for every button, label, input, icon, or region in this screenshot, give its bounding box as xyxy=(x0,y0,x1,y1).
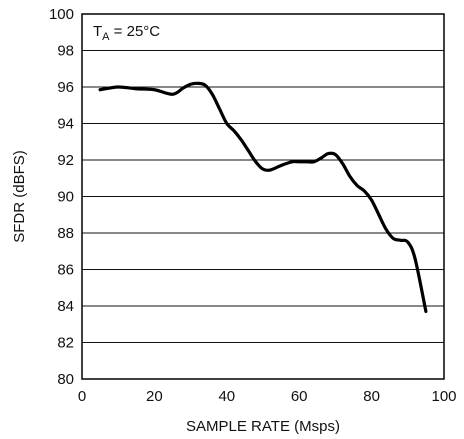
y-tick-label: 92 xyxy=(57,152,74,169)
y-tick-label: 84 xyxy=(57,298,74,315)
plot-area-frame xyxy=(81,13,445,380)
y-tick-labels: 80 82 84 86 88 90 92 94 96 98 100 xyxy=(49,6,74,388)
y-tick-label: 80 xyxy=(57,371,74,388)
x-tick-label: 60 xyxy=(291,388,308,405)
temperature-annotation: TA = 25°C xyxy=(93,23,160,43)
grid-lines xyxy=(82,49,444,344)
x-axis-title: SAMPLE RATE (Msps) xyxy=(186,418,340,435)
y-tick-label: 82 xyxy=(57,335,74,352)
x-tick-label: 80 xyxy=(363,388,380,405)
annotation-suffix: = 25°C xyxy=(110,23,161,40)
x-tick-labels: 0 20 40 60 80 100 xyxy=(78,388,457,405)
y-tick-label: 94 xyxy=(57,116,74,133)
x-tick-label: 40 xyxy=(218,388,235,405)
y-tick-label: 90 xyxy=(57,189,74,206)
y-axis-title: SFDR (dBFS) xyxy=(11,150,28,243)
series-layer xyxy=(98,81,428,314)
y-tick-label: 96 xyxy=(57,79,74,96)
y-tick-label: 98 xyxy=(57,43,74,60)
y-tick-label: 86 xyxy=(57,262,74,279)
y-tick-label: 100 xyxy=(49,6,74,23)
x-tick-label: 100 xyxy=(431,388,456,405)
y-tick-label: 88 xyxy=(57,225,74,242)
x-tick-label: 20 xyxy=(146,388,163,405)
annotation-main: T xyxy=(93,23,102,40)
x-tick-label: 0 xyxy=(78,388,86,405)
annotation-subscript: A xyxy=(102,31,110,43)
sfdr-series-line xyxy=(98,81,428,314)
